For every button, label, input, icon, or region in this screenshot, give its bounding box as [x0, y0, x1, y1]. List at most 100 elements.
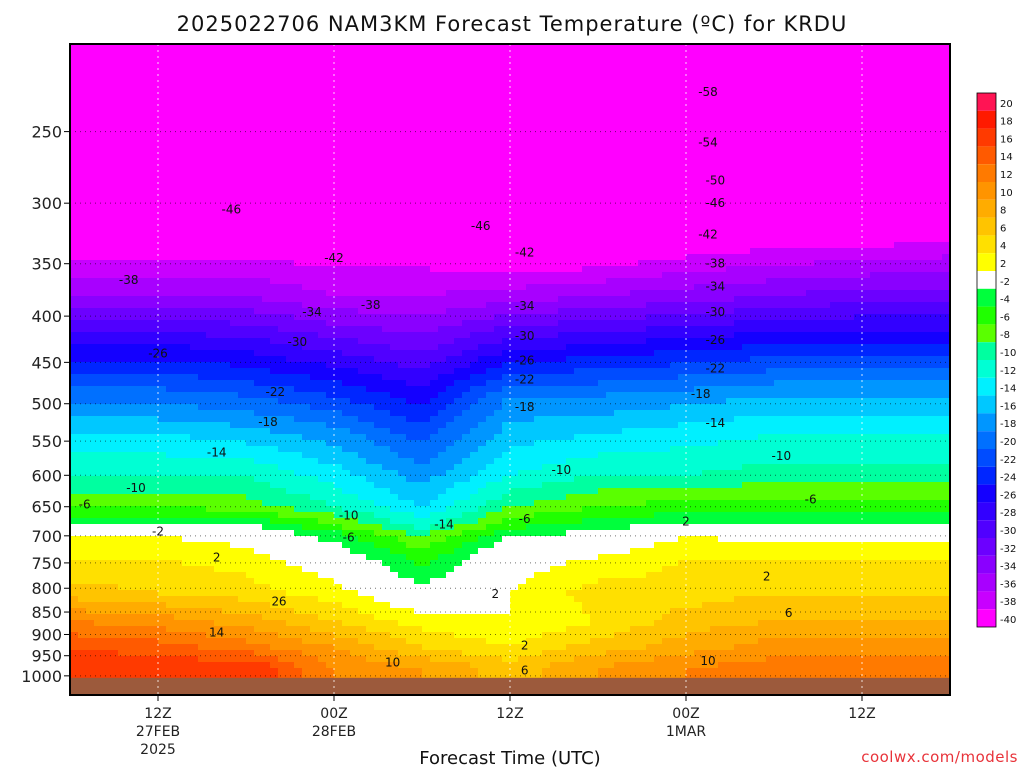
temperature-cell: [158, 182, 167, 189]
temperature-cell: [598, 104, 607, 111]
temperature-cell: [750, 92, 759, 99]
temperature-cell: [614, 242, 623, 249]
temperature-cell: [942, 104, 950, 111]
temperature-cell: [158, 56, 167, 63]
temperature-cell: [558, 218, 567, 225]
temperature-cell: [702, 134, 711, 141]
temperature-cell: [294, 122, 303, 129]
temperature-cell: [430, 260, 439, 267]
temperature-cell: [862, 308, 871, 315]
temperature-cell: [326, 140, 335, 147]
temperature-cell: [86, 140, 95, 147]
temperature-cell: [742, 278, 751, 285]
temperature-cell: [822, 122, 831, 129]
temperature-cell: [758, 236, 767, 243]
temperature-cell: [134, 236, 143, 243]
temperature-cell: [742, 260, 751, 267]
temperature-cell: [94, 266, 103, 273]
temperature-cell: [94, 284, 103, 291]
temperature-cell: [206, 212, 215, 219]
temperature-cell: [118, 254, 127, 261]
temperature-cell: [438, 302, 447, 309]
temperature-cell: [686, 62, 695, 69]
temperature-cell: [310, 302, 319, 309]
temperature-cell: [174, 230, 183, 237]
temperature-cell: [710, 302, 719, 309]
temperature-cell: [406, 98, 415, 105]
temperature-cell: [734, 194, 743, 201]
temperature-cell: [550, 98, 559, 105]
temperature-cell: [414, 134, 423, 141]
temperature-cell: [670, 266, 679, 273]
temperature-cell: [358, 74, 367, 81]
temperature-cell: [894, 254, 903, 261]
temperature-cell: [78, 176, 87, 183]
temperature-cell: [886, 266, 895, 273]
temperature-cell: [438, 230, 447, 237]
temperature-cell: [582, 74, 591, 81]
temperature-cell: [918, 230, 927, 237]
temperature-cell: [734, 92, 743, 99]
temperature-cell: [382, 284, 391, 291]
temperature-cell: [766, 266, 775, 273]
temperature-cell: [806, 80, 815, 87]
temperature-cell: [254, 266, 263, 273]
temperature-cell: [126, 302, 135, 309]
temperature-cell: [542, 254, 551, 261]
temperature-cell: [454, 302, 463, 309]
temperature-cell: [294, 56, 303, 63]
temperature-cell: [414, 278, 423, 285]
temperature-cell: [406, 206, 415, 213]
temperature-cell: [846, 176, 855, 183]
temperature-cell: [774, 266, 783, 273]
temperature-cell: [590, 290, 599, 297]
temperature-cell: [294, 206, 303, 213]
temperature-cell: [470, 212, 479, 219]
temperature-cell: [270, 86, 279, 93]
temperature-cell: [854, 110, 863, 117]
temperature-cell: [454, 308, 463, 315]
temperature-cell: [150, 218, 159, 225]
temperature-cell: [798, 152, 807, 159]
temperature-cell: [182, 44, 191, 51]
temperature-cell: [414, 254, 423, 261]
temperature-cell: [102, 164, 111, 171]
temperature-cell: [294, 230, 303, 237]
temperature-cell: [70, 176, 79, 183]
temperature-cell: [870, 44, 879, 51]
temperature-cell: [486, 242, 495, 249]
temperature-cell: [382, 104, 391, 111]
temperature-cell: [750, 140, 759, 147]
temperature-cell: [686, 86, 695, 93]
temperature-cell: [918, 296, 927, 303]
temperature-cell: [926, 104, 935, 111]
temperature-cell: [414, 170, 423, 177]
temperature-cell: [862, 290, 871, 297]
temperature-cell: [918, 236, 927, 243]
temperature-cell: [822, 116, 831, 123]
temperature-cell: [902, 188, 911, 195]
temperature-cell: [838, 146, 847, 153]
temperature-cell: [814, 44, 823, 51]
temperature-cell: [774, 200, 783, 207]
temperature-cell: [886, 206, 895, 213]
temperature-cell: [526, 224, 535, 231]
temperature-cell: [254, 74, 263, 81]
temperature-cell: [278, 308, 287, 315]
temperature-cell: [422, 116, 431, 123]
temperature-cell: [246, 218, 255, 225]
temperature-cell: [678, 242, 687, 249]
temperature-cell: [422, 182, 431, 189]
temperature-cell: [150, 44, 159, 51]
temperature-cell: [782, 194, 791, 201]
temperature-cell: [902, 254, 911, 261]
temperature-cell: [678, 248, 687, 255]
temperature-cell: [78, 74, 87, 81]
temperature-cell: [422, 314, 431, 321]
temperature-cell: [198, 116, 207, 123]
temperature-cell: [502, 248, 511, 255]
temperature-cell: [718, 296, 727, 303]
temperature-cell: [550, 164, 559, 171]
temperature-cell: [406, 284, 415, 291]
temperature-cell: [438, 74, 447, 81]
